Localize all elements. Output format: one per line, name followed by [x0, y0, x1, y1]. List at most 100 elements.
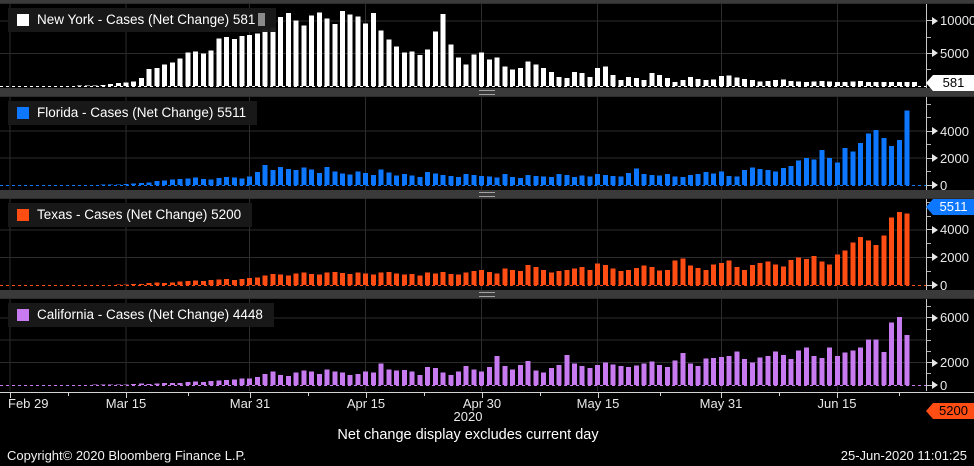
bar[interactable] — [834, 355, 840, 385]
bar[interactable] — [278, 274, 284, 285]
bar[interactable] — [633, 168, 639, 185]
bar[interactable] — [780, 167, 786, 185]
bar[interactable] — [827, 264, 833, 285]
bar[interactable] — [664, 367, 670, 385]
bar[interactable] — [517, 271, 523, 285]
bar[interactable] — [378, 363, 384, 385]
bar[interactable] — [309, 169, 315, 185]
bar[interactable] — [602, 66, 608, 86]
bar[interactable] — [432, 173, 438, 185]
bar[interactable] — [123, 82, 129, 86]
bar[interactable] — [401, 173, 407, 185]
bar[interactable] — [208, 50, 214, 86]
bar[interactable] — [123, 183, 129, 185]
bar[interactable] — [386, 369, 392, 385]
bar[interactable] — [231, 379, 237, 385]
bar[interactable] — [200, 281, 206, 285]
bar[interactable] — [718, 76, 724, 86]
bar[interactable] — [177, 58, 183, 86]
bar[interactable] — [711, 173, 717, 185]
bar[interactable] — [146, 383, 152, 385]
bar[interactable] — [440, 372, 446, 385]
bar[interactable] — [146, 68, 152, 86]
bar[interactable] — [324, 369, 330, 385]
bar[interactable] — [803, 158, 809, 185]
bar[interactable] — [811, 355, 817, 385]
bar[interactable] — [154, 67, 160, 86]
bar[interactable] — [456, 371, 461, 385]
bar[interactable] — [486, 176, 492, 185]
bar[interactable] — [131, 284, 137, 285]
bar[interactable] — [363, 172, 369, 185]
bar[interactable] — [610, 175, 616, 185]
bar[interactable] — [216, 380, 222, 385]
bar[interactable] — [193, 280, 199, 285]
bar[interactable] — [711, 264, 717, 285]
bar[interactable] — [873, 339, 879, 385]
bar[interactable] — [881, 138, 887, 185]
bar[interactable] — [285, 275, 291, 285]
bar[interactable] — [293, 20, 299, 86]
bar[interactable] — [726, 75, 732, 86]
bar[interactable] — [193, 381, 199, 385]
bar[interactable] — [595, 67, 601, 86]
bar[interactable] — [463, 365, 469, 385]
bar[interactable] — [873, 245, 879, 285]
bar[interactable] — [889, 145, 895, 185]
bar[interactable] — [254, 277, 260, 285]
bar[interactable] — [873, 82, 879, 86]
bar[interactable] — [386, 271, 392, 285]
bar[interactable] — [726, 355, 732, 385]
bar[interactable] — [370, 372, 376, 385]
bar[interactable] — [904, 213, 910, 285]
bar[interactable] — [850, 81, 856, 86]
bar[interactable] — [811, 159, 817, 185]
bar[interactable] — [803, 258, 809, 285]
bar[interactable] — [587, 176, 593, 185]
bar[interactable] — [517, 67, 523, 86]
bar[interactable] — [432, 273, 438, 285]
bar[interactable] — [309, 371, 315, 385]
bar[interactable] — [633, 365, 639, 385]
bar[interactable] — [363, 23, 369, 86]
bar[interactable] — [401, 52, 407, 86]
bar[interactable] — [788, 80, 794, 86]
bar[interactable] — [208, 179, 214, 185]
bar[interactable] — [896, 139, 902, 185]
bar[interactable] — [316, 274, 322, 285]
bar[interactable] — [355, 272, 361, 285]
bar[interactable] — [726, 260, 732, 285]
bar[interactable] — [293, 170, 299, 185]
bar[interactable] — [169, 179, 175, 185]
legend-florida[interactable]: Florida - Cases (Net Change) 5511 — [8, 101, 258, 125]
splitter-handle-icon[interactable] — [479, 90, 495, 95]
bar[interactable] — [409, 51, 415, 86]
bar[interactable] — [687, 175, 693, 185]
bar[interactable] — [262, 373, 268, 385]
bar[interactable] — [378, 169, 384, 185]
bar[interactable] — [309, 273, 315, 285]
bar[interactable] — [138, 77, 144, 86]
bar[interactable] — [587, 368, 593, 385]
bar[interactable] — [224, 279, 230, 285]
bar[interactable] — [749, 265, 755, 285]
bar[interactable] — [548, 71, 554, 86]
bar[interactable] — [440, 271, 446, 285]
bar[interactable] — [386, 172, 392, 185]
bar[interactable] — [247, 176, 253, 185]
bar[interactable] — [587, 269, 593, 285]
bar[interactable] — [541, 67, 547, 86]
bar[interactable] — [162, 64, 168, 86]
legend-california[interactable]: California - Cases (Net Change) 4448 — [8, 303, 274, 327]
bar[interactable] — [556, 271, 562, 285]
bar[interactable] — [154, 282, 160, 285]
bar[interactable] — [548, 272, 554, 285]
bar[interactable] — [448, 374, 454, 385]
bar[interactable] — [293, 273, 299, 285]
bar[interactable] — [819, 358, 825, 386]
bar[interactable] — [208, 280, 214, 285]
bar[interactable] — [131, 383, 137, 385]
bar[interactable] — [185, 382, 191, 385]
bar[interactable] — [262, 29, 268, 86]
bar[interactable] — [842, 81, 848, 86]
